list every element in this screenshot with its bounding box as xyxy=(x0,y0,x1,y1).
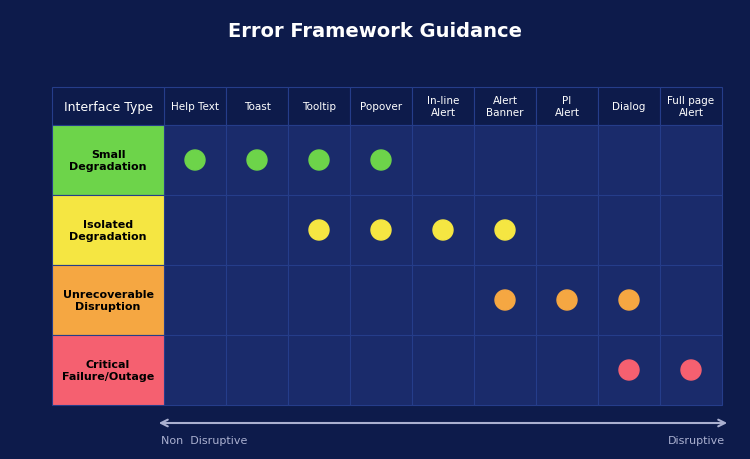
Text: Small
Degradation: Small Degradation xyxy=(69,150,147,171)
Bar xyxy=(288,335,350,405)
Bar xyxy=(660,196,722,265)
Circle shape xyxy=(495,220,515,241)
Bar xyxy=(536,265,598,335)
Bar xyxy=(474,196,536,265)
Bar xyxy=(164,126,226,196)
Text: Critical
Failure/Outage: Critical Failure/Outage xyxy=(62,359,154,381)
Bar xyxy=(660,265,722,335)
Bar xyxy=(536,88,598,126)
Text: Full page
Alert: Full page Alert xyxy=(668,96,715,118)
Text: Dialog: Dialog xyxy=(612,102,646,112)
Bar xyxy=(164,196,226,265)
Bar xyxy=(52,335,164,405)
Bar xyxy=(412,126,474,196)
Bar xyxy=(164,265,226,335)
Text: Tooltip: Tooltip xyxy=(302,102,336,112)
Bar xyxy=(412,196,474,265)
Text: In-line
Alert: In-line Alert xyxy=(427,96,459,118)
Bar xyxy=(412,335,474,405)
Bar xyxy=(164,88,226,126)
Bar xyxy=(350,126,412,196)
Bar xyxy=(288,88,350,126)
Circle shape xyxy=(309,220,329,241)
Circle shape xyxy=(433,220,453,241)
Bar xyxy=(474,88,536,126)
Bar xyxy=(52,126,164,196)
Text: Isolated
Degradation: Isolated Degradation xyxy=(69,220,147,241)
Text: Disruptive: Disruptive xyxy=(668,435,725,445)
Text: PI
Alert: PI Alert xyxy=(554,96,580,118)
Bar xyxy=(598,335,660,405)
Circle shape xyxy=(619,291,639,310)
Text: Popover: Popover xyxy=(360,102,402,112)
Text: Help Text: Help Text xyxy=(171,102,219,112)
Bar xyxy=(412,265,474,335)
Bar xyxy=(226,196,288,265)
Text: Error Framework Guidance: Error Framework Guidance xyxy=(228,22,522,41)
Text: Interface Type: Interface Type xyxy=(64,100,152,113)
Bar xyxy=(288,126,350,196)
Bar xyxy=(474,335,536,405)
Bar xyxy=(536,196,598,265)
Text: Toast: Toast xyxy=(244,102,271,112)
Bar xyxy=(660,335,722,405)
Text: Unrecoverable
Disruption: Unrecoverable Disruption xyxy=(62,290,154,311)
Bar xyxy=(660,126,722,196)
Bar xyxy=(226,335,288,405)
Text: Alert
Banner: Alert Banner xyxy=(486,96,524,118)
Bar xyxy=(52,196,164,265)
Circle shape xyxy=(619,360,639,380)
Bar xyxy=(52,265,164,335)
Bar xyxy=(536,335,598,405)
Bar xyxy=(598,265,660,335)
Bar xyxy=(660,88,722,126)
Bar xyxy=(350,196,412,265)
Circle shape xyxy=(371,220,391,241)
Circle shape xyxy=(495,291,515,310)
Bar xyxy=(598,196,660,265)
Text: Non  Disruptive: Non Disruptive xyxy=(161,435,248,445)
Circle shape xyxy=(681,360,701,380)
Circle shape xyxy=(185,151,205,171)
Circle shape xyxy=(309,151,329,171)
Bar xyxy=(598,126,660,196)
Bar xyxy=(226,126,288,196)
Bar xyxy=(474,126,536,196)
Bar xyxy=(412,88,474,126)
Bar xyxy=(226,265,288,335)
Bar xyxy=(474,265,536,335)
Bar xyxy=(350,88,412,126)
Bar xyxy=(288,196,350,265)
Bar xyxy=(350,335,412,405)
Bar xyxy=(350,265,412,335)
Bar xyxy=(164,335,226,405)
Circle shape xyxy=(557,291,577,310)
Circle shape xyxy=(247,151,267,171)
Bar xyxy=(598,88,660,126)
Bar xyxy=(288,265,350,335)
Circle shape xyxy=(371,151,391,171)
Bar xyxy=(536,126,598,196)
Bar xyxy=(226,88,288,126)
Bar xyxy=(52,88,164,126)
